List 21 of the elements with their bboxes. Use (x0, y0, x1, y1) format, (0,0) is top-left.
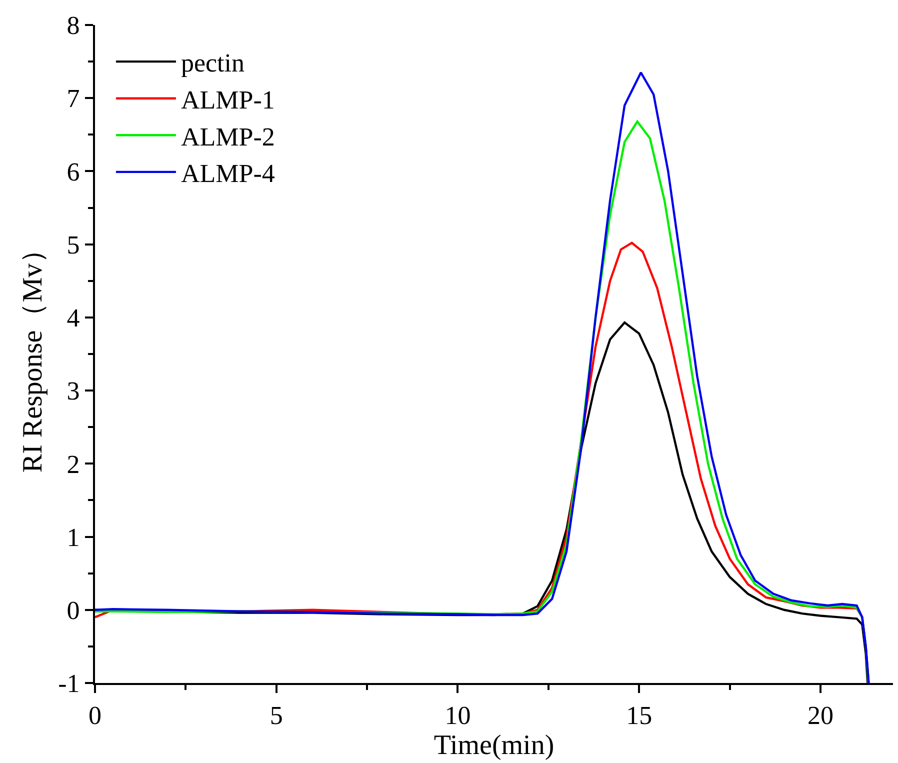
legend-label: ALMP-2 (180, 122, 275, 152)
y-tick-label: 8 (66, 11, 80, 40)
y-tick-label: 4 (66, 304, 80, 333)
x-tick-label: 10 (444, 701, 471, 730)
x-tick-label: 0 (88, 701, 102, 730)
y-tick-label: 2 (66, 450, 80, 479)
x-tick-label: 5 (270, 701, 283, 730)
x-tick-label: 20 (807, 701, 834, 730)
y-tick-label: 5 (66, 230, 80, 260)
y-tick-label: 7 (66, 84, 80, 114)
x-tick-label: 15 (626, 701, 652, 730)
legend-label: ALMP-1 (180, 86, 275, 114)
y-tick-label: 3 (66, 376, 80, 406)
x-axis-title: Time(min) (434, 730, 554, 762)
y-tick-label: 6 (66, 157, 80, 186)
y-tick-label: -1 (58, 669, 80, 698)
y-tick-label: 1 (66, 522, 80, 552)
legend-label: ALMP-4 (180, 159, 275, 188)
y-axis-title: RI Response（Mv） (17, 235, 48, 473)
y-tick-label: 0 (66, 596, 80, 625)
legend-label: pectin (180, 48, 244, 78)
